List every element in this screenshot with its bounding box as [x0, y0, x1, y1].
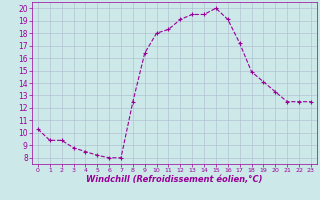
- X-axis label: Windchill (Refroidissement éolien,°C): Windchill (Refroidissement éolien,°C): [86, 175, 263, 184]
